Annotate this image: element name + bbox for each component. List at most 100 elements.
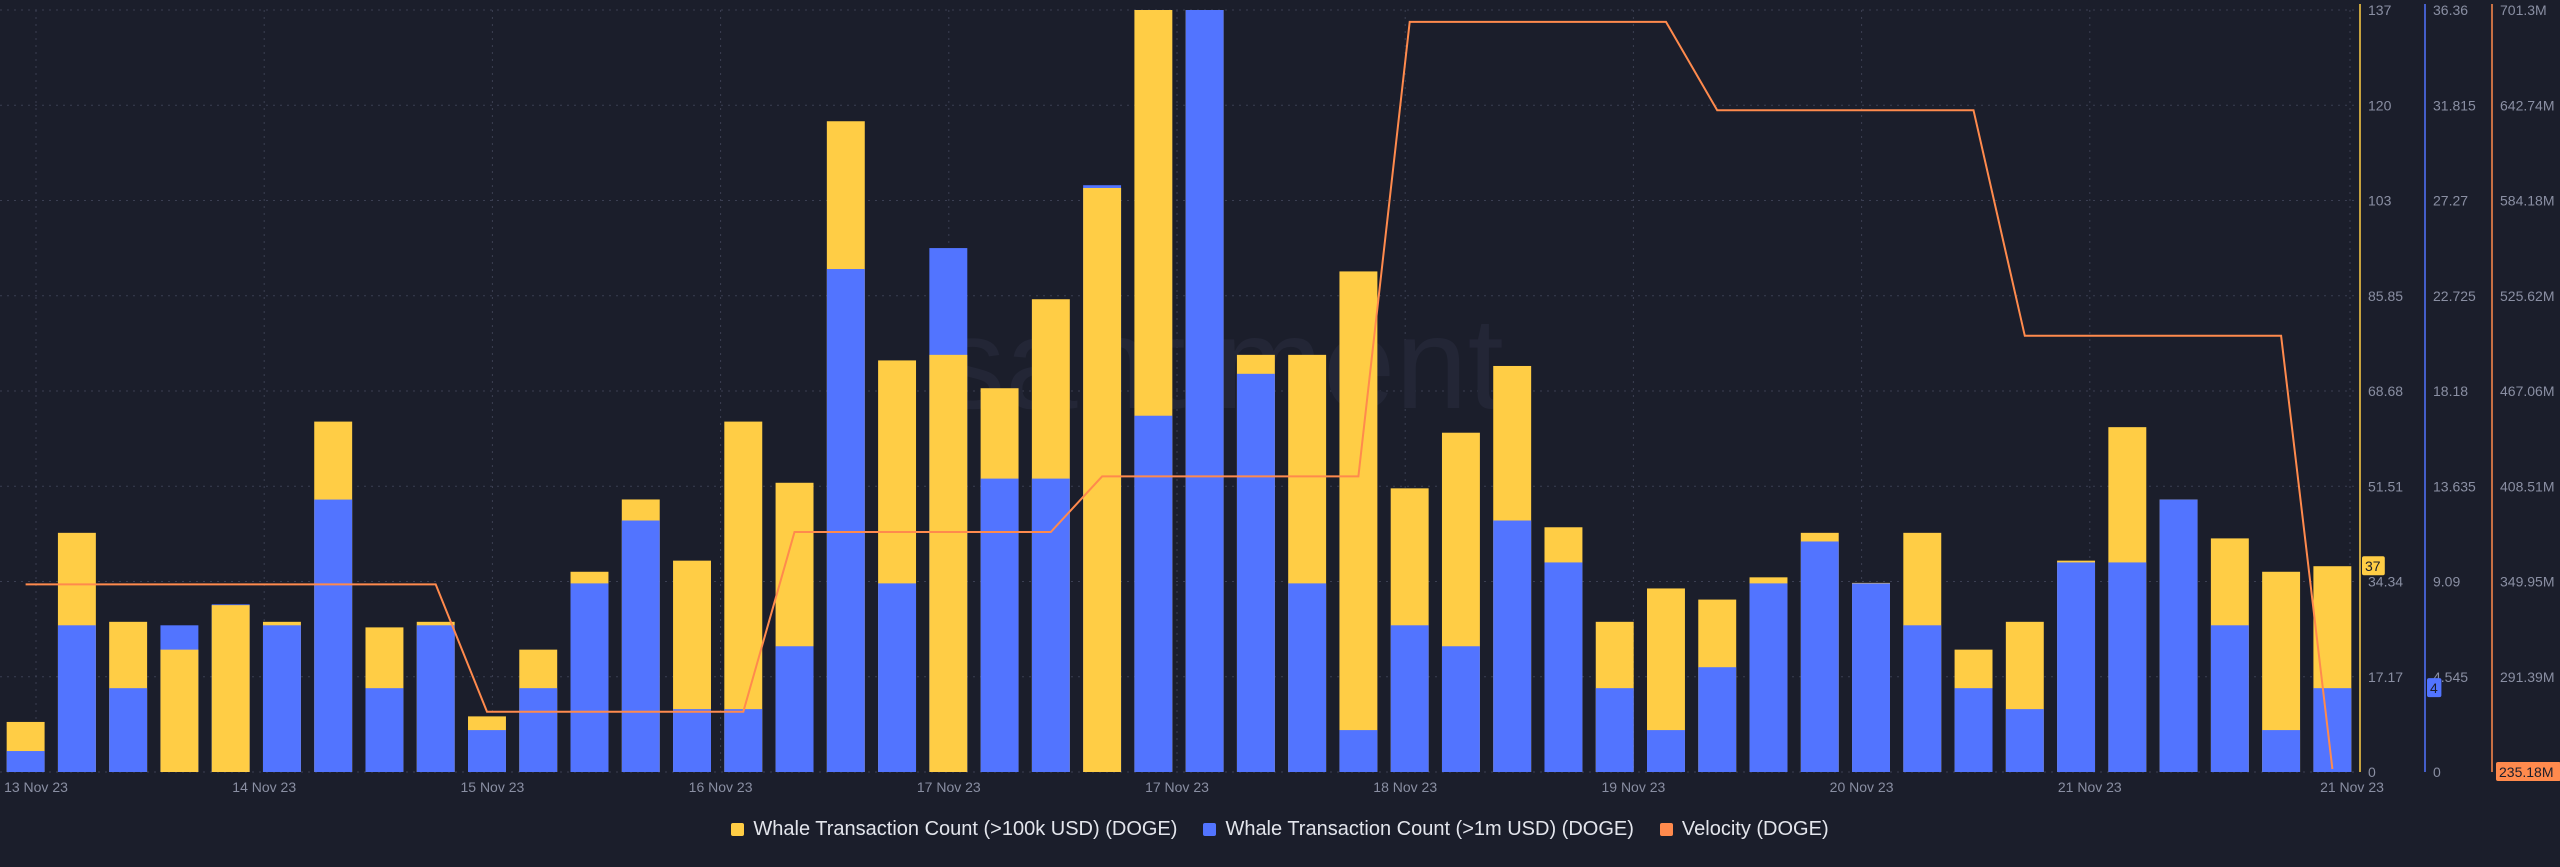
bar-whale-count-1m [2313, 688, 2352, 772]
x-tick-label: 15 Nov 23 [460, 779, 524, 795]
bar-whale-count-1m [1031, 478, 1070, 772]
bar-whale-count-1m [365, 688, 404, 772]
y-tick-label-count1m: 0 [2433, 764, 2441, 780]
y-tick-label-velocity: 525.62M [2500, 288, 2554, 304]
bar-whale-count-1m [2262, 730, 2301, 772]
bar-whale-count-100k [211, 605, 250, 772]
bar-whale-count-1m [980, 478, 1019, 772]
legend-label: Whale Transaction Count (>1m USD) (DOGE) [1225, 818, 1634, 840]
bar-whale-count-1m [1441, 646, 1480, 772]
legend-swatch [1203, 823, 1217, 836]
y-tick-label-velocity: 291.39M [2500, 669, 2554, 685]
y-tick-label-count100k: 68.68 [2368, 383, 2403, 399]
x-tick-label: 16 Nov 23 [689, 779, 753, 795]
legend-item[interactable]: Velocity (DOGE) [1659, 818, 1829, 841]
y-tick-label-count100k: 137 [2368, 2, 2392, 18]
x-tick-label: 14 Nov 23 [232, 779, 296, 795]
bars [6, 10, 2352, 773]
bar-whale-count-1m [57, 625, 96, 772]
legend-label: Whale Transaction Count (>100k USD) (DOG… [753, 818, 1178, 840]
legend: Whale Transaction Count (>100k USD) (DOG… [0, 818, 2560, 841]
velocity-line [25, 20, 2334, 770]
bar-whale-count-1m [314, 499, 353, 772]
bar-whale-count-1m [1698, 667, 1737, 772]
bar-whale-count-1m [775, 646, 814, 772]
y-tick-label-count1m: 18.18 [2433, 383, 2468, 399]
bar-whale-count-1m [416, 625, 455, 772]
y-tick-label-count100k: 17.17 [2368, 669, 2403, 685]
legend-item[interactable]: Whale Transaction Count (>100k USD) (DOG… [731, 818, 1177, 841]
bar-whale-count-1m [2005, 709, 2044, 772]
legend-item[interactable]: Whale Transaction Count (>1m USD) (DOGE) [1203, 818, 1634, 841]
current-value-label-count1m: 4 [2430, 680, 2438, 696]
legend-swatch [731, 823, 745, 836]
bar-whale-count-1m [1544, 562, 1583, 772]
bar-whale-count-1m [673, 709, 711, 772]
y-tick-label-count100k: 0 [2368, 764, 2376, 780]
y-tick-label-count1m: 4.545 [2433, 669, 2468, 685]
bar-whale-count-1m [724, 709, 763, 772]
bar-whale-count-100k [1339, 271, 1378, 772]
y-tick-label-velocity: 642.74M [2500, 97, 2554, 113]
bar-whale-count-1m [1339, 730, 1378, 772]
bar-whale-count-1m [1288, 583, 1327, 772]
current-value-badge-count100k [2362, 556, 2385, 576]
bar-whale-count-1m [519, 688, 558, 772]
bar-whale-count-1m [2108, 562, 2147, 772]
y-tick-label-velocity: 408.51M [2500, 478, 2554, 494]
bar-whale-count-100k [1083, 187, 1122, 772]
y-tick-label-count100k: 34.34 [2368, 574, 2403, 590]
chart-plot: santiment. 017.1734.3451.5168.6885.85103… [0, 2, 2560, 795]
x-tick-label: 18 Nov 23 [1373, 779, 1437, 795]
current-value-label-count100k: 37 [2365, 558, 2381, 574]
y-tick-label-count1m: 31.815 [2433, 97, 2476, 113]
y-tick-label-count1m: 22.725 [2433, 288, 2476, 304]
bar-whale-count-1m [1903, 625, 1942, 772]
bar-whale-count-1m [1185, 10, 1224, 772]
y-tick-label-velocity: 584.18M [2500, 193, 2554, 209]
y-tick-label-count100k: 51.51 [2368, 478, 2403, 494]
y-tick-label-count1m: 13.635 [2433, 478, 2476, 494]
axes: 0 17.17 34.34 51.51 68.68 85.85 103 120 137 37 0 4.… [4, 2, 2560, 795]
bar-whale-count-1m [570, 583, 609, 772]
bar-whale-count-1m [2057, 562, 2096, 772]
bar-whale-count-1m [262, 625, 301, 772]
x-tick-label: 13 Nov 23 [4, 779, 68, 795]
current-value-label-velocity: 235.18M [2499, 764, 2553, 780]
bar-whale-count-100k [929, 354, 968, 772]
velocity-line-path [25, 20, 2334, 770]
bar-whale-count-100k [160, 649, 199, 772]
bar-whale-count-1m [1390, 625, 1429, 772]
y-tick-label-count1m: 36.36 [2433, 2, 2468, 18]
bar-whale-count-1m [109, 688, 148, 772]
bar-whale-count-1m [1954, 688, 1993, 772]
y-tick-label-velocity: 349.95M [2500, 574, 2554, 590]
y-tick-label-count100k: 103 [2368, 193, 2392, 209]
bar-whale-count-1m [6, 751, 45, 772]
x-tick-label: 19 Nov 23 [1601, 779, 1665, 795]
x-tick-label: 21 Nov 23 [2320, 779, 2384, 795]
y-tick-label-count1m: 27.27 [2433, 193, 2468, 209]
x-tick-label: 17 Nov 23 [917, 779, 981, 795]
bar-whale-count-1m [1800, 541, 1839, 772]
y-tick-label-count1m: 9.09 [2433, 574, 2460, 590]
bar-whale-count-1m [1236, 373, 1275, 772]
bar-whale-count-1m [621, 520, 660, 772]
bar-whale-count-1m [1134, 415, 1173, 772]
x-tick-label: 21 Nov 23 [2058, 779, 2122, 795]
bar-whale-count-1m [878, 583, 917, 772]
legend-swatch [1659, 823, 1673, 836]
y-tick-label-velocity: 467.06M [2500, 383, 2554, 399]
bar-whale-count-1m [1852, 583, 1890, 772]
current-value-badge-count1m [2427, 678, 2442, 698]
bar-whale-count-1m [1493, 520, 1532, 772]
bar-whale-count-1m [2210, 625, 2249, 772]
y-tick-label-velocity: 701.3M [2500, 2, 2547, 18]
x-tick-label: 20 Nov 23 [1830, 779, 1894, 795]
bar-whale-count-1m [468, 730, 506, 772]
bar-whale-count-1m [1595, 688, 1634, 772]
x-tick-label: 17 Nov 23 [1145, 779, 1209, 795]
bar-whale-count-1m [1647, 730, 1685, 772]
current-value-badge-velocity [2496, 762, 2560, 781]
